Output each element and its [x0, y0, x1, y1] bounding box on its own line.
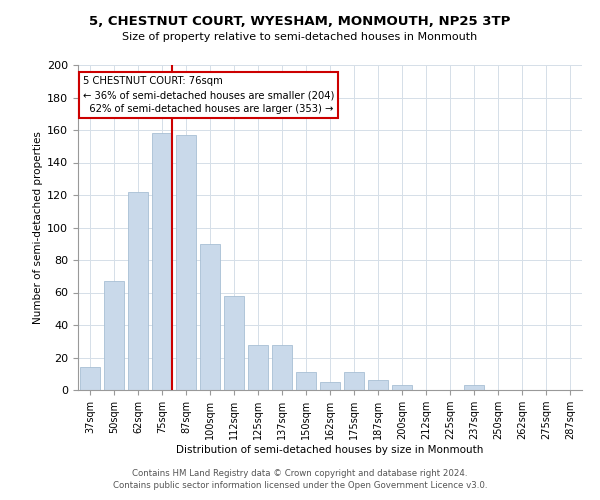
Bar: [272, 344, 292, 390]
Bar: [248, 344, 268, 390]
X-axis label: Distribution of semi-detached houses by size in Monmouth: Distribution of semi-detached houses by …: [176, 445, 484, 455]
Bar: [128, 192, 148, 390]
Bar: [224, 296, 244, 390]
Text: Contains HM Land Registry data © Crown copyright and database right 2024.: Contains HM Land Registry data © Crown c…: [132, 468, 468, 477]
Bar: [296, 372, 316, 390]
Bar: [344, 372, 364, 390]
Bar: [80, 367, 100, 390]
Text: 5 CHESTNUT COURT: 76sqm
← 36% of semi-detached houses are smaller (204)
  62% of: 5 CHESTNUT COURT: 76sqm ← 36% of semi-de…: [83, 76, 334, 114]
Bar: [104, 281, 124, 390]
Bar: [368, 380, 388, 390]
Bar: [320, 382, 340, 390]
Bar: [152, 133, 172, 390]
Text: Size of property relative to semi-detached houses in Monmouth: Size of property relative to semi-detach…: [122, 32, 478, 42]
Bar: [392, 385, 412, 390]
Y-axis label: Number of semi-detached properties: Number of semi-detached properties: [33, 131, 43, 324]
Bar: [200, 244, 220, 390]
Bar: [176, 135, 196, 390]
Text: 5, CHESTNUT COURT, WYESHAM, MONMOUTH, NP25 3TP: 5, CHESTNUT COURT, WYESHAM, MONMOUTH, NP…: [89, 15, 511, 28]
Bar: [464, 385, 484, 390]
Text: Contains public sector information licensed under the Open Government Licence v3: Contains public sector information licen…: [113, 481, 487, 490]
